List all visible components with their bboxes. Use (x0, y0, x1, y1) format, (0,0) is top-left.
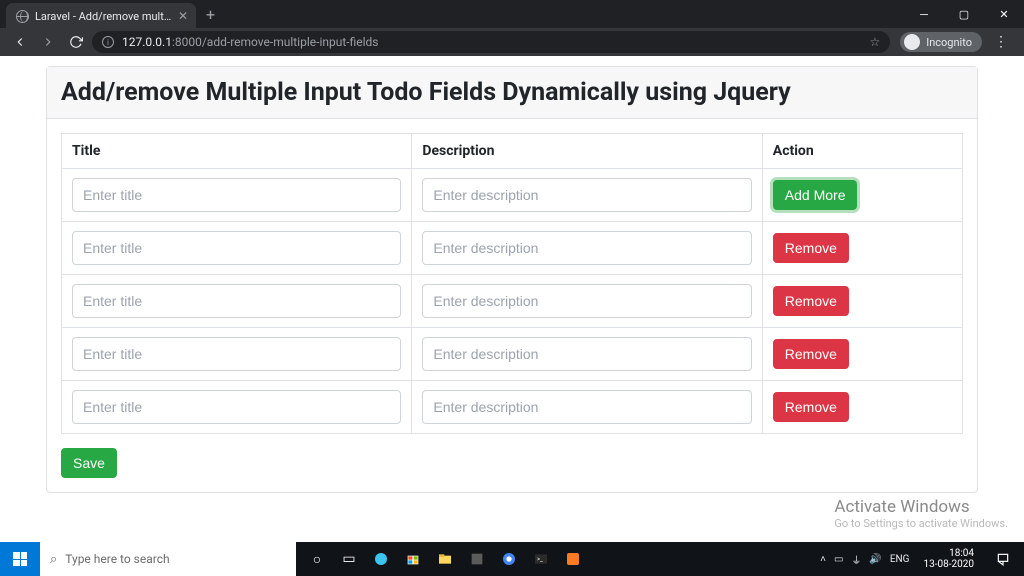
watermark-subtitle: Go to Settings to activate Windows. (834, 517, 1008, 530)
window-controls: ─ ▢ ✕ (904, 0, 1024, 28)
incognito-label: Incognito (926, 36, 972, 49)
reload-button[interactable] (64, 30, 88, 54)
table-row: Add More (62, 169, 963, 222)
start-button[interactable] (0, 542, 40, 576)
volume-icon[interactable]: 🔊 (869, 554, 881, 565)
page-title: Add/remove Multiple Input Todo Fields Dy… (61, 78, 963, 107)
system-tray: ˄ ▭ ⏚ 🔊 ENG 18:04 13-08-2020 (820, 542, 1024, 576)
save-button[interactable]: Save (61, 448, 117, 478)
remove-button[interactable]: Remove (773, 233, 849, 263)
new-tab-button[interactable]: + (196, 5, 225, 28)
explorer-icon[interactable] (430, 542, 460, 576)
back-button[interactable] (8, 30, 32, 54)
description-input[interactable] (422, 231, 751, 265)
title-input[interactable] (72, 284, 401, 318)
remove-button[interactable]: Remove (773, 339, 849, 369)
wifi-icon[interactable]: ⏚ (851, 552, 861, 567)
table-header-row: Title Description Action (62, 134, 963, 169)
incognito-icon (904, 34, 920, 50)
save-row: Save (61, 448, 963, 478)
table-row: Remove (62, 328, 963, 381)
col-header-action: Action (762, 134, 962, 169)
clock[interactable]: 18:04 13-08-2020 (918, 548, 981, 570)
windows-watermark: Activate Windows Go to Settings to activ… (834, 497, 1008, 530)
globe-icon (16, 10, 29, 23)
remove-button[interactable]: Remove (773, 286, 849, 316)
table-row: Remove (62, 222, 963, 275)
title-input[interactable] (72, 178, 401, 212)
tab-bar: Laravel - Add/remove multiple in ✕ + ─ ▢… (0, 0, 1024, 28)
fields-table: Title Description Action Add More Remo (61, 133, 963, 434)
tab-title: Laravel - Add/remove multiple in (35, 10, 172, 23)
app-icon[interactable] (462, 542, 492, 576)
card: Add/remove Multiple Input Todo Fields Dy… (46, 66, 978, 493)
remove-button[interactable]: Remove (773, 392, 849, 422)
browser-tab[interactable]: Laravel - Add/remove multiple in ✕ (6, 3, 196, 28)
xampp-icon[interactable] (558, 542, 588, 576)
search-placeholder: Type here to search (65, 552, 169, 566)
title-input[interactable] (72, 337, 401, 371)
svg-text:>_: >_ (537, 556, 543, 563)
description-input[interactable] (422, 284, 751, 318)
title-input[interactable] (72, 390, 401, 424)
clock-date: 13-08-2020 (924, 559, 975, 570)
description-input[interactable] (422, 337, 751, 371)
close-tab-icon[interactable]: ✕ (178, 9, 188, 23)
notifications-icon[interactable] (988, 542, 1018, 576)
browser-menu-button[interactable]: ⋮ (986, 34, 1016, 50)
card-header: Add/remove Multiple Input Todo Fields Dy… (47, 67, 977, 119)
browser-chrome: Laravel - Add/remove multiple in ✕ + ─ ▢… (0, 0, 1024, 56)
col-header-title: Title (62, 134, 412, 169)
language-indicator[interactable]: ENG (890, 554, 910, 565)
battery-icon[interactable]: ▭ (834, 554, 843, 565)
watermark-title: Activate Windows (834, 497, 1008, 517)
clock-time: 18:04 (924, 548, 975, 559)
url-text: 127.0.0.1:8000/add-remove-multiple-input… (122, 35, 378, 49)
tray-chevron-icon[interactable]: ˄ (820, 554, 826, 565)
taskbar-search[interactable]: ⌕ Type here to search (40, 542, 296, 576)
task-view-icon[interactable]: ▭ (334, 542, 364, 576)
col-header-description: Description (412, 134, 762, 169)
site-info-icon[interactable]: i (102, 36, 114, 48)
card-body: Title Description Action Add More Remo (47, 119, 977, 492)
incognito-badge[interactable]: Incognito (900, 32, 982, 52)
task-icons: ○ ▭ >_ (302, 542, 588, 576)
close-window-button[interactable]: ✕ (984, 0, 1024, 28)
forward-button[interactable] (36, 30, 60, 54)
add-more-button[interactable]: Add More (773, 180, 858, 210)
address-bar: i 127.0.0.1:8000/add-remove-multiple-inp… (0, 28, 1024, 56)
table-row: Remove (62, 275, 963, 328)
minimize-button[interactable]: ─ (904, 0, 944, 28)
edge-icon[interactable] (366, 542, 396, 576)
description-input[interactable] (422, 390, 751, 424)
cortana-icon[interactable]: ○ (302, 542, 332, 576)
chrome-icon[interactable] (494, 542, 524, 576)
maximize-button[interactable]: ▢ (944, 0, 984, 28)
taskbar: ⌕ Type here to search ○ ▭ >_ ˄ ▭ ⏚ 🔊 ENG… (0, 542, 1024, 576)
bookmark-icon[interactable]: ☆ (869, 35, 880, 49)
terminal-icon[interactable]: >_ (526, 542, 556, 576)
search-icon: ⌕ (50, 552, 57, 567)
title-input[interactable] (72, 231, 401, 265)
table-row: Remove (62, 381, 963, 434)
store-icon[interactable] (398, 542, 428, 576)
page-content: Add/remove Multiple Input Todo Fields Dy… (0, 56, 1024, 493)
description-input[interactable] (422, 178, 751, 212)
windows-icon (13, 552, 27, 566)
url-field[interactable]: i 127.0.0.1:8000/add-remove-multiple-inp… (92, 31, 890, 53)
